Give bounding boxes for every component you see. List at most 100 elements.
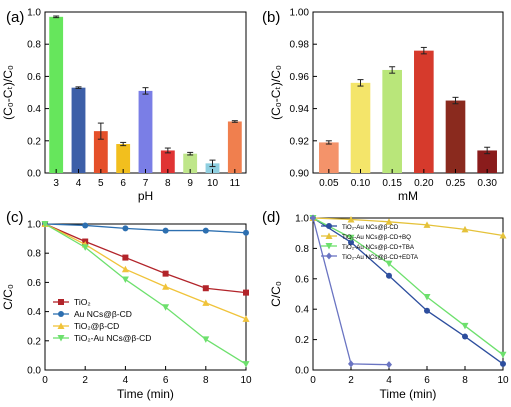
chart-a: (a) 0.0 0.2 0.4 0.6 0.8 1.0 (C₀-Cₜ)/C₀ 3 4 5 6 7 8 9 10… (1, 8, 247, 203)
series-line (44, 223, 247, 294)
series-line (44, 223, 247, 365)
x-tick-label: 0 (42, 375, 48, 386)
data-point (348, 360, 354, 368)
y-tick-label: 0.8 (295, 244, 309, 255)
x-tick-label: 10 (240, 375, 252, 386)
x-tick-label: 7 (143, 178, 149, 189)
y-tick-label: 0.96 (290, 72, 310, 83)
plot-frame (44, 223, 247, 371)
x-tick-label: 0.05 (319, 178, 339, 189)
data-point (462, 333, 468, 340)
data-point (424, 307, 430, 314)
legend-entry: TiO₂-Au NCs@β-CD+BQ (342, 234, 411, 241)
bar (160, 150, 175, 173)
data-point (325, 232, 333, 239)
series-line (44, 223, 247, 234)
data-point (385, 260, 393, 268)
bar (49, 16, 64, 173)
data-point (347, 216, 355, 223)
plot-frame (312, 217, 504, 371)
legend-entry: Au NCs@β-CD (74, 309, 132, 319)
bar (71, 87, 86, 173)
bar (93, 131, 108, 173)
bar (382, 69, 402, 173)
y-tick-label: 0.94 (290, 104, 310, 115)
data-point (243, 229, 249, 236)
x-tick-label: 5 (98, 178, 104, 189)
data-point (348, 239, 354, 246)
data-point (162, 270, 169, 277)
series (41, 221, 250, 368)
chart-b: (b) 0.90 0.92 0.94 0.96 0.98 1.00 (C₀-Cₜ)/C₀ 0.0… (262, 8, 504, 203)
plot-frame (312, 11, 504, 174)
x-tick-label: 0.25 (446, 178, 466, 189)
data-point (121, 276, 129, 283)
x-tick-label: 10 (497, 375, 509, 386)
x-tick-label: 6 (120, 178, 126, 189)
x-axis-label: Time (min) (117, 387, 174, 401)
series-line (312, 217, 504, 365)
y-tick-label: 0.0 (27, 366, 41, 377)
chart-c: (c) 0.0 0.2 0.4 0.6 0.8 1.0 C/C₀ 0 2 4 6 8 10 Time (mi… (1, 209, 252, 401)
x-tick-label: 9 (187, 178, 193, 189)
data-point (202, 336, 210, 343)
data-point (385, 218, 393, 225)
data-point (57, 322, 65, 329)
x-axis-label: mM (398, 189, 418, 203)
legend: TiO₂-Au NCs@β-CD TiO₂-Au NCs@β-CD+BQ TiO₂-… (321, 223, 419, 261)
data-point (423, 294, 431, 301)
bar (116, 144, 131, 173)
bar (227, 121, 242, 173)
legend-entry: TiO₂ (74, 297, 91, 307)
y-axis-label: C/C₀ (1, 284, 15, 310)
bar (414, 50, 434, 173)
series-line (312, 217, 504, 237)
bar (445, 100, 466, 173)
data-point (122, 225, 129, 232)
y-tick-label: 0.90 (290, 169, 310, 180)
x-tick-label: 0.20 (414, 178, 434, 189)
data-point (202, 299, 210, 306)
series (309, 215, 507, 359)
data-point (122, 254, 129, 261)
panel-label: (c) (6, 209, 24, 226)
x-tick-label: 0.30 (477, 178, 497, 189)
x-tick-label: 4 (76, 178, 82, 189)
y-tick-label: 0.4 (295, 305, 309, 316)
bar (138, 90, 153, 173)
data-point (202, 227, 209, 234)
data-point (461, 225, 469, 233)
data-point (202, 285, 209, 292)
y-tick-label: 0.2 (295, 335, 309, 346)
x-tick-label: 8 (462, 375, 468, 386)
x-tick-label: 6 (163, 375, 169, 386)
y-tick-label: 0.0 (27, 169, 41, 180)
y-tick-label: 0.8 (27, 249, 41, 260)
series-line (44, 223, 247, 320)
x-tick-label: 0.15 (382, 178, 402, 189)
panel-label: (b) (262, 9, 280, 26)
legend-entry: TiO₂-Au NCs@β-CD (342, 224, 399, 231)
x-tick-label: 4 (386, 375, 392, 386)
data-point (242, 361, 250, 368)
y-tick-label: 1.0 (27, 220, 41, 231)
x-tick-label: 11 (230, 178, 241, 189)
y-tick-label: 0.4 (27, 104, 41, 115)
x-axis-label: pH (138, 189, 153, 203)
data-point (82, 222, 89, 229)
data-point (386, 272, 392, 279)
series-line (312, 217, 504, 356)
legend-entry: TiO₂-Au NCs@β-CD (74, 333, 151, 343)
data-point (58, 311, 64, 317)
x-tick-label: 0 (310, 375, 316, 386)
chart-d: (d) 0.0 0.2 0.4 0.6 0.8 1.0 C/C₀ 0 2 4 6 8 10 Time (mi… (262, 209, 509, 401)
y-tick-label: 0.6 (27, 278, 41, 289)
x-tick-label: 10 (207, 178, 219, 189)
data-point (326, 223, 332, 229)
x-tick-label: 3 (53, 178, 59, 189)
y-axis-label: (C₀-Cₜ)/C₀ (1, 65, 15, 120)
data-point (242, 315, 250, 322)
x-tick-label: 8 (203, 375, 209, 386)
y-axis-label: (C₀-Cₜ)/C₀ (269, 65, 283, 120)
